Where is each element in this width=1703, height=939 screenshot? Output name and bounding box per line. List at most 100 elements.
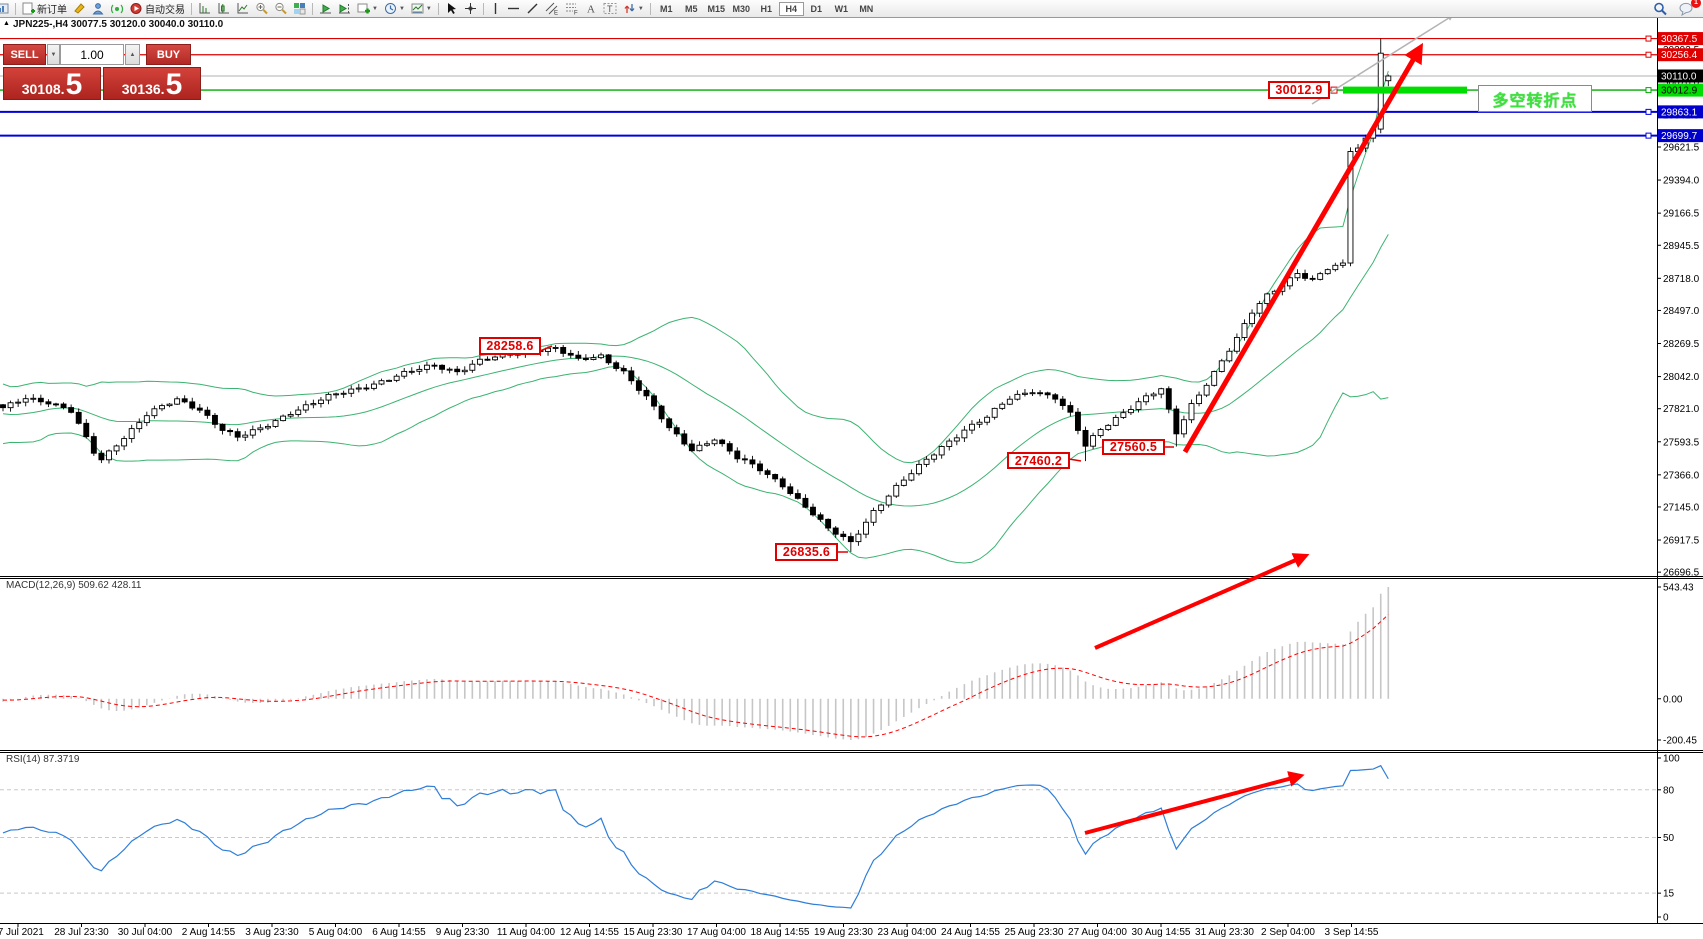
macd-trend-arrow[interactable]	[1094, 553, 1310, 650]
candle	[1339, 262, 1346, 266]
candle	[825, 518, 832, 529]
candle	[1074, 411, 1081, 431]
candle	[598, 354, 604, 359]
time-axis-label: 11 Aug 04:00	[497, 927, 556, 938]
volume-decrease-button[interactable]: ▼	[47, 44, 60, 65]
timeframe-button-W1[interactable]: W1	[834, 3, 849, 14]
timeframe-button-D1[interactable]: D1	[810, 3, 823, 14]
timeframe-button-M5[interactable]: M5	[685, 3, 698, 14]
time-axis[interactable]: 27 Jul 2021 28 Jul 23:30 30 Jul 04:00 2 Aug…	[0, 923, 1379, 939]
candle	[128, 428, 135, 440]
price-label-27560[interactable]: 27560.5	[1102, 439, 1165, 455]
candle	[90, 436, 97, 454]
timeframe-button-H4[interactable]: H4	[778, 1, 804, 16]
price-label-26835[interactable]: 26835.6	[775, 543, 838, 561]
candle	[870, 510, 877, 523]
trendline-icon[interactable]	[523, 1, 542, 16]
candle	[704, 443, 710, 446]
crosshair-icon[interactable]	[461, 1, 480, 16]
time-axis-label: 30 Aug 14:55	[1132, 927, 1191, 938]
text-tool-icon[interactable]: A	[582, 1, 600, 16]
line-chart-icon[interactable]	[233, 1, 252, 16]
new-order-button[interactable]: 新订单	[19, 1, 70, 16]
candle	[666, 418, 673, 429]
price-label-28258[interactable]: 28258.6	[479, 337, 541, 355]
equidistant-channel-icon[interactable]: E	[542, 1, 562, 16]
svg-text:E: E	[554, 11, 558, 16]
candlestick-chart-icon[interactable]	[214, 1, 233, 16]
auto-scroll-icon[interactable]	[316, 1, 335, 16]
volume-increase-button[interactable]: ▲	[125, 44, 140, 65]
timeframe-button-MN[interactable]: MN	[859, 3, 874, 14]
line-handle[interactable]	[1645, 132, 1652, 139]
gray-trend-arrow[interactable]	[1311, 15, 1454, 105]
time-axis-label: 27 Aug 04:00	[1068, 927, 1127, 938]
candle	[984, 416, 991, 423]
bid-price[interactable]: 30108. 5	[3, 67, 101, 100]
signal-icon[interactable]	[108, 1, 127, 16]
chart-window-icon[interactable]	[0, 1, 12, 16]
line-handle[interactable]	[1645, 108, 1652, 115]
time-axis-label: 9 Aug 23:30	[436, 927, 490, 938]
fibonacci-icon[interactable]: F	[562, 1, 582, 16]
timeframe-button-H1[interactable]: H1	[760, 3, 773, 14]
chat-icon[interactable]: 1	[1676, 0, 1701, 16]
rsi-axis[interactable]: 100 80 50 15 0	[1657, 754, 1680, 924]
volume-input[interactable]	[60, 44, 124, 65]
period-dropdown[interactable]: ▼	[381, 1, 408, 16]
sell-button[interactable]: SELL	[3, 44, 46, 65]
svg-text:F: F	[574, 11, 578, 16]
ask-price[interactable]: 30136. 5	[103, 67, 201, 100]
time-axis-label: 31 Aug 23:30	[1195, 927, 1254, 938]
candle	[582, 357, 589, 360]
price-axis[interactable]: 30293.530070.029842.529621.529394.029166…	[1657, 32, 1703, 579]
turning-point-highlight-bar[interactable]	[1343, 86, 1467, 94]
vertical-line-icon[interactable]	[487, 1, 504, 16]
candle	[560, 346, 567, 354]
horizontal-line-icon[interactable]	[504, 1, 523, 16]
macd-axis[interactable]: 543.43 0.00 -200.45	[1657, 583, 1697, 747]
line-handle[interactable]	[1645, 51, 1652, 58]
profile-icon[interactable]	[89, 1, 108, 16]
search-icon[interactable]	[1650, 1, 1670, 16]
new-chart-dropdown[interactable]: ▼	[354, 1, 381, 16]
rsi-trend-arrow[interactable]	[1084, 771, 1305, 835]
price-label-30012[interactable]: 30012.9	[1268, 81, 1330, 99]
candle	[567, 352, 574, 356]
timeframe-button-M15[interactable]: M15	[707, 3, 726, 14]
main-trend-arrow[interactable]	[1182, 42, 1424, 454]
styles-brush-icon[interactable]	[70, 1, 89, 16]
price-label-27460[interactable]: 27460.2	[1007, 452, 1070, 469]
candle	[643, 389, 650, 397]
template-dropdown[interactable]: ▼	[408, 1, 435, 16]
candle	[1196, 394, 1203, 405]
candle	[1294, 273, 1301, 279]
candle	[1385, 75, 1392, 82]
zoom-out-icon[interactable]	[271, 1, 290, 16]
candle	[1120, 412, 1127, 418]
price-badge-30012.9: 30012.9	[1658, 83, 1703, 97]
autotrading-button[interactable]: 自动交易	[127, 1, 188, 16]
timeframe-button-M1[interactable]: M1	[660, 3, 673, 14]
cursor-icon[interactable]	[442, 1, 461, 16]
line-handle[interactable]	[1645, 87, 1652, 94]
candle	[363, 387, 370, 390]
chart-shift-icon[interactable]	[335, 1, 354, 16]
line-handle[interactable]	[1645, 35, 1652, 42]
toolbar-separator	[15, 2, 16, 15]
tile-windows-icon[interactable]	[290, 1, 309, 16]
candle	[1218, 360, 1225, 372]
arrows-tool-dropdown[interactable]: ▼	[620, 1, 647, 16]
candle	[1286, 277, 1293, 287]
zoom-in-icon[interactable]	[252, 1, 271, 16]
timeframe-button-M30[interactable]: M30	[732, 3, 751, 14]
bar-chart-icon[interactable]	[195, 1, 214, 16]
buy-button[interactable]: BUY	[146, 44, 191, 65]
candle	[1180, 419, 1187, 435]
toolbar-separator	[191, 2, 192, 15]
svg-text:80: 80	[1663, 785, 1675, 796]
time-axis-label: 3 Sep 14:55	[1325, 927, 1379, 938]
turning-point-label[interactable]: 多空转折点	[1478, 85, 1592, 112]
text-label-icon[interactable]: T	[600, 1, 620, 16]
